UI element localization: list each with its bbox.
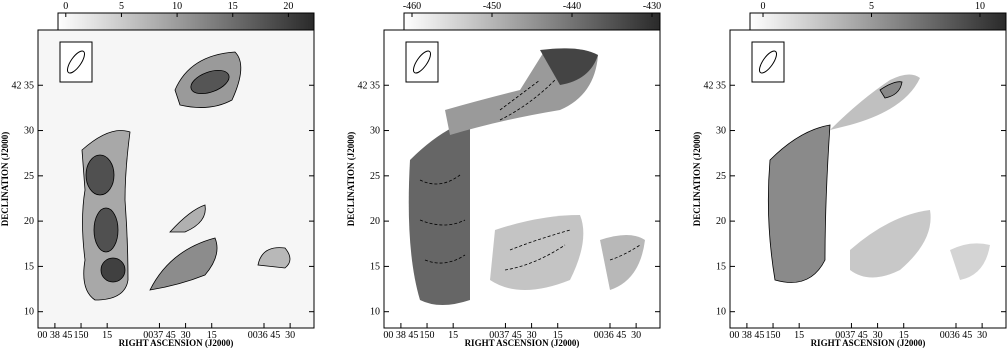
colorbar-tick-label: 20 xyxy=(283,1,293,12)
y-tick-label: 30 xyxy=(716,126,726,137)
x-tick-label: 30 xyxy=(285,330,295,341)
y-tick-label: 20 xyxy=(716,216,726,227)
y-tick-label: 10 xyxy=(24,307,34,318)
x-tick-label: 0037 45 xyxy=(143,330,176,341)
y-tick-label: 15 xyxy=(370,261,380,272)
y-tick-label: 42 35 xyxy=(358,80,381,91)
colorbar-tick-label: 10 xyxy=(975,1,985,12)
y-tick-label: 42 35 xyxy=(704,80,727,91)
x-tick-label: 30 xyxy=(977,330,987,341)
y-tick-label: 20 xyxy=(370,216,380,227)
x-tick-label: 0036 45 xyxy=(248,330,281,341)
y-tick-label: 15 xyxy=(24,261,34,272)
x-tick-label: 15 xyxy=(899,330,909,341)
colorbar-tick-label: -440 xyxy=(563,1,581,12)
x-axis-label: RIGHT ASCENSION (J2000) xyxy=(119,338,234,348)
colorbar-tick-label: 15 xyxy=(228,1,238,12)
y-tick-label: 30 xyxy=(24,126,34,137)
x-tick-label: 30 xyxy=(527,330,537,341)
map-panel-2 xyxy=(405,41,645,305)
y-tick-label: 25 xyxy=(370,171,380,182)
x-tick-label: 15 xyxy=(102,330,112,341)
y-axis-label: DECLINATION (J2000) xyxy=(0,132,10,227)
x-axis-label: RIGHT ASCENSION (J2000) xyxy=(811,338,926,348)
x-tick-label: 0037 45 xyxy=(489,330,522,341)
x-tick-label: 15 xyxy=(207,330,217,341)
colorbar-tick-label: 0 xyxy=(63,1,68,12)
y-tick-label: 15 xyxy=(716,261,726,272)
x-tick-label: 150 xyxy=(74,330,89,341)
map-panel-1 xyxy=(38,30,314,328)
y-tick-label: 20 xyxy=(24,216,34,227)
x-tick-label: 00 38 45 xyxy=(729,330,764,341)
x-tick-label: 30 xyxy=(181,330,191,341)
x-axis-label: RIGHT ASCENSION (J2000) xyxy=(465,338,580,348)
x-tick-label: 150 xyxy=(766,330,781,341)
y-tick-label: 10 xyxy=(716,307,726,318)
x-tick-label: 30 xyxy=(873,330,883,341)
x-tick-label: 0036 45 xyxy=(940,330,973,341)
colorbar-tick-label: -430 xyxy=(643,1,661,12)
colorbar-tick-label: 0 xyxy=(761,1,766,12)
y-axis-label: DECLINATION (J2000) xyxy=(346,132,356,227)
colorbar xyxy=(749,12,1007,31)
x-tick-label: 00 38 45 xyxy=(37,330,72,341)
colorbar xyxy=(57,12,315,31)
colorbar xyxy=(403,12,661,31)
x-tick-label: 150 xyxy=(420,330,435,341)
map-panel-3 xyxy=(751,41,990,283)
colorbar-tick-label: 5 xyxy=(869,1,874,12)
colorbar-tick-label: -450 xyxy=(483,1,501,12)
y-tick-label: 25 xyxy=(24,171,34,182)
colorbar-tick-label: 10 xyxy=(172,1,182,12)
y-tick-label: 10 xyxy=(370,307,380,318)
x-tick-label: 0037 45 xyxy=(835,330,868,341)
y-tick-label: 30 xyxy=(370,126,380,137)
x-tick-label: 30 xyxy=(631,330,641,341)
colorbar-tick-label: -460 xyxy=(403,1,421,12)
y-axis-label: DECLINATION (J2000) xyxy=(692,132,702,227)
x-tick-label: 15 xyxy=(553,330,563,341)
x-tick-label: 15 xyxy=(448,330,458,341)
y-tick-label: 25 xyxy=(716,171,726,182)
x-tick-label: 00 38 45 xyxy=(383,330,418,341)
x-tick-label: 0036 45 xyxy=(594,330,627,341)
colorbar-tick-label: 5 xyxy=(119,1,124,12)
y-tick-label: 42 35 xyxy=(12,80,35,91)
x-tick-label: 15 xyxy=(794,330,804,341)
